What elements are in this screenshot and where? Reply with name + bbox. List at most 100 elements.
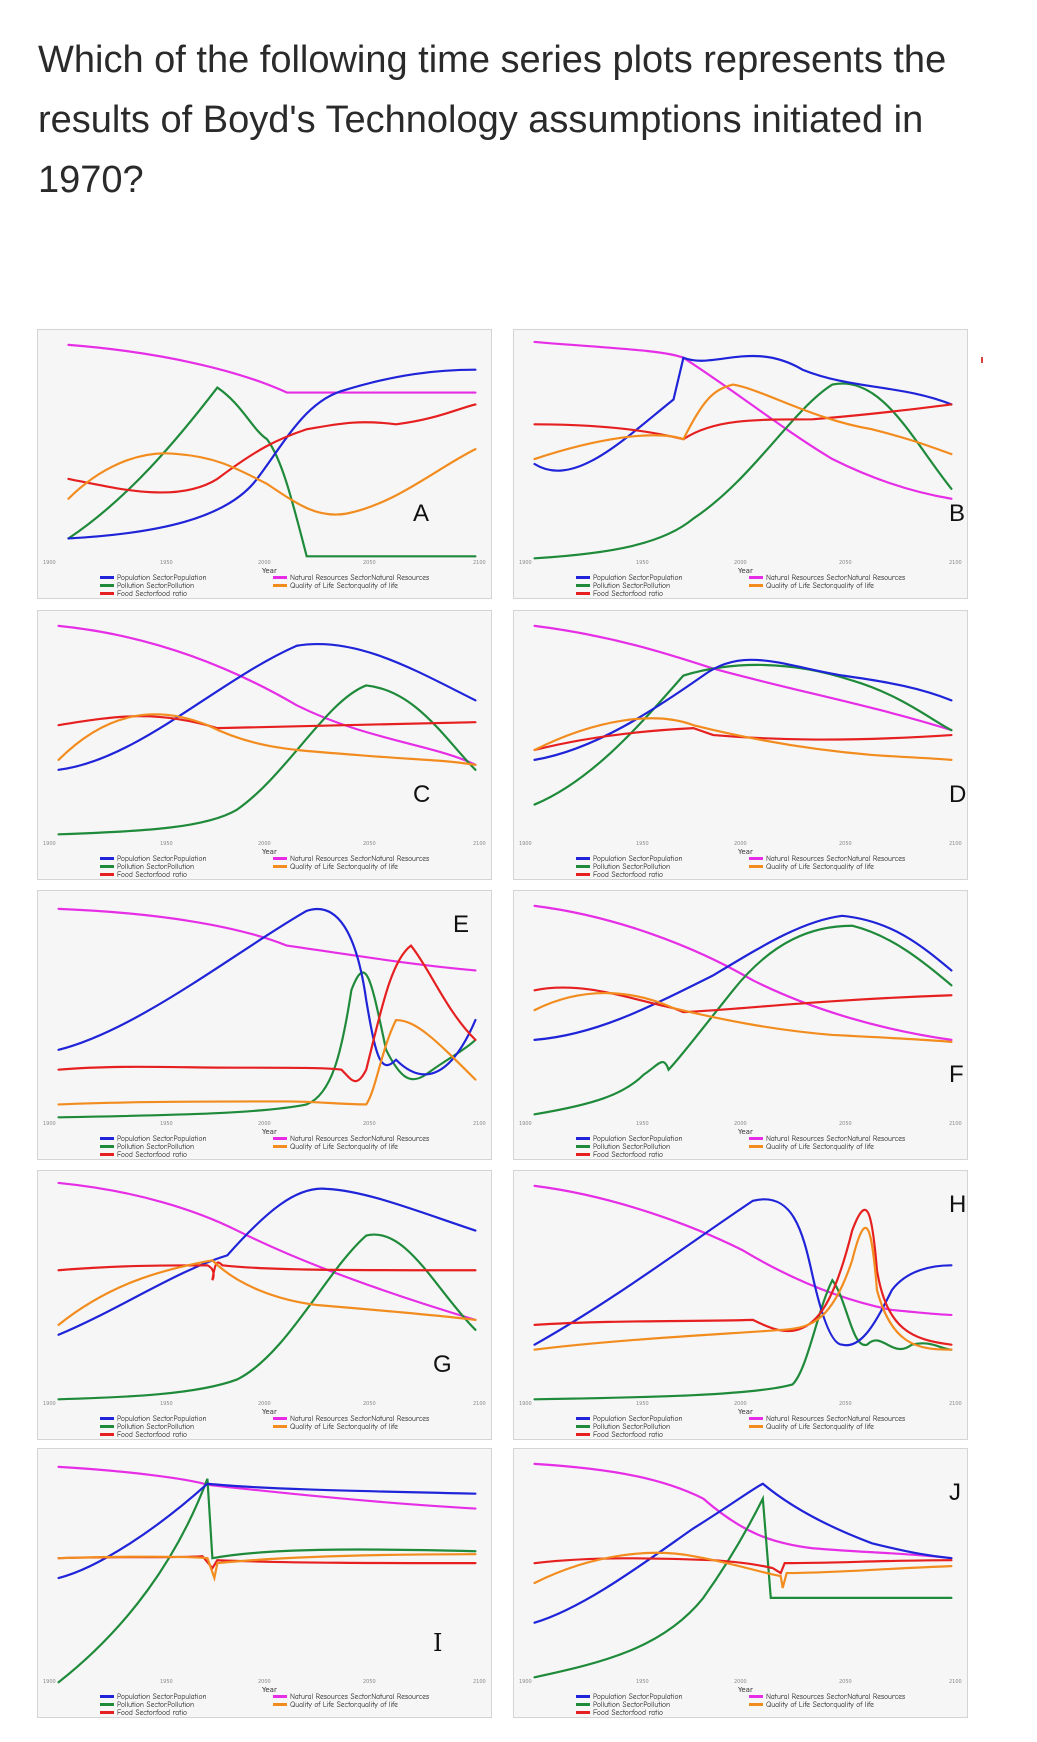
legend-label: Pollution Sector.Pollution [117, 861, 195, 871]
legend-label: Quality of Life Sector.quality of life [766, 1141, 874, 1151]
food-series-line [57, 1555, 477, 1570]
legend-label: Food Sector.food ratio [117, 588, 187, 598]
legend-item: Population Sector.Population [576, 573, 683, 582]
panel-letter-f: F [949, 1061, 964, 1088]
plot-panel-e[interactable]: 1900 1950 2000 2050 2100 Year Population Secto… [37, 890, 492, 1160]
legend-item: Pollution Sector.Pollution [576, 1699, 683, 1709]
red-marker [981, 357, 983, 363]
natural-resources-series-line [67, 343, 477, 394]
legend-item: Pollution Sector.Pollution [100, 861, 207, 871]
plot-panel-g[interactable]: 1900 1950 2000 2050 2100 Year Population Secto… [37, 1170, 492, 1440]
x-tick-label: 1950 [636, 1121, 649, 1127]
x-tick-label: 1950 [160, 1679, 173, 1685]
legend-item: Food Sector.food ratio [576, 1429, 683, 1439]
legend-item: Pollution Sector.Pollution [100, 1142, 207, 1151]
legend-swatch [100, 575, 114, 579]
time-series-plot [533, 1462, 953, 1679]
legend-swatch [273, 583, 287, 587]
pollution-series-line [57, 1233, 477, 1401]
legend-label: Food Sector.food ratio [593, 869, 663, 879]
legend-swatch [100, 591, 114, 595]
plot-panel-i[interactable]: 1900 1950 2000 2050 2100 Year Population Secto… [37, 1448, 492, 1718]
legend-swatch [576, 1144, 590, 1148]
legend-swatch [100, 1152, 114, 1156]
legend-swatch [100, 872, 114, 876]
natural-resources-series-line [533, 1184, 953, 1317]
x-tick-label: 2050 [363, 841, 376, 847]
pollution-series-line [533, 1278, 953, 1401]
x-tick-label: 1950 [636, 841, 649, 847]
pollution-series-line [67, 386, 477, 558]
x-tick-label: 1950 [636, 1401, 649, 1407]
plot-panel-a[interactable]: 1900 1950 2000 2050 2100 Year Population Secto… [37, 329, 492, 599]
x-tick-label: 2100 [949, 1679, 962, 1685]
population-series-line [533, 914, 953, 1041]
x-tick-label: 1900 [43, 1121, 56, 1127]
legend-label: Quality of Life Sector.quality of life [290, 861, 398, 871]
legend-label: Food Sector.food ratio [117, 1429, 187, 1439]
legend-label: Population Sector.Population [117, 853, 207, 863]
time-series-plot [57, 624, 477, 836]
legend-item: Pollution Sector.Pollution [576, 1421, 683, 1431]
legend-item: Natural Resources Sector.Natural Resourc… [273, 1413, 430, 1423]
legend-item: Pollution Sector.Pollution [100, 581, 207, 590]
legend-label: Pollution Sector.Pollution [593, 1421, 671, 1431]
panel-letter-b: B [949, 500, 966, 527]
legend-swatch [576, 1136, 590, 1140]
x-tick-label: 2000 [258, 1679, 271, 1685]
plot-panel-h[interactable]: 1900 1950 2000 2050 2100 Year Population Secto… [513, 1170, 968, 1440]
legend-label: Quality of Life Sector.quality of life [766, 1699, 874, 1709]
legend-left: Population Sector.Population Pollution Se… [100, 853, 207, 879]
plot-panel-d[interactable]: 1900 1950 2000 2050 2100 Year Population Secto… [513, 610, 968, 880]
x-tick-label: 2000 [258, 841, 271, 847]
legend-label: Population Sector.Population [117, 1413, 207, 1423]
plot-panel-j[interactable]: 1900 1950 2000 2050 2100 Year Population Secto… [513, 1448, 968, 1718]
legend-label: Pollution Sector.Pollution [593, 1699, 671, 1709]
x-axis-title: Year [262, 848, 277, 856]
legend-label: Food Sector.food ratio [593, 1429, 663, 1439]
legend-swatch [100, 856, 114, 860]
legend-label: Natural Resources Sector.Natural Resourc… [290, 1691, 430, 1701]
pollution-series-line [533, 382, 953, 560]
legend-swatch [273, 575, 287, 579]
x-tick-label: 2100 [473, 1121, 486, 1127]
plot-panel-c[interactable]: 1900 1950 2000 2050 2100 Year Population Secto… [37, 610, 492, 880]
food-series-line [533, 1557, 953, 1575]
time-series-plot [533, 340, 953, 560]
legend-left: Population Sector.Population Pollution Se… [576, 573, 683, 598]
legend-label: Quality of Life Sector.quality of life [290, 580, 398, 590]
x-tick-label: 2000 [258, 560, 271, 566]
legend-swatch [273, 1702, 287, 1706]
quality-of-life-series-line [57, 713, 477, 766]
legend-swatch [576, 856, 590, 860]
legend-label: Pollution Sector.Pollution [593, 861, 671, 871]
time-series-plot [57, 1181, 477, 1401]
pollution-series-line [533, 1494, 953, 1679]
legend-label: Natural Resources Sector.Natural Resourc… [290, 1413, 430, 1423]
legend-label: Food Sector.food ratio [593, 1149, 663, 1159]
population-series-line [533, 354, 953, 472]
plot-panel-f[interactable]: 1900 1950 2000 2050 2100 Year Population Secto… [513, 890, 968, 1160]
legend-swatch [273, 1136, 287, 1140]
x-tick-label: 2100 [473, 841, 486, 847]
legend-label: Population Sector.Population [593, 853, 683, 863]
x-tick-label: 1950 [636, 1679, 649, 1685]
legend-item: Pollution Sector.Pollution [100, 1422, 207, 1431]
x-tick-label: 2100 [949, 1401, 962, 1407]
legend-label: Food Sector.food ratio [593, 1707, 663, 1717]
food-series-line [57, 715, 477, 730]
x-axis-title: Year [262, 1408, 277, 1416]
legend-swatch [273, 856, 287, 860]
x-tick-label: 1900 [519, 1679, 532, 1685]
population-series-line [57, 908, 477, 1076]
food-series-line [533, 986, 953, 1014]
legend-label: Food Sector.food ratio [117, 869, 187, 879]
natural-resources-series-line [57, 907, 477, 972]
legend-right: Natural Resources Sector.Natural Resourc… [749, 1134, 905, 1151]
food-series-line [57, 1261, 477, 1281]
legend-item: Quality of Life Sector.quality of life [749, 1422, 905, 1431]
x-axis-title: Year [262, 1128, 277, 1136]
legend-swatch [576, 575, 590, 579]
legend-label: Natural Resources Sector.Natural Resourc… [766, 1413, 906, 1423]
plot-panel-b[interactable]: 1900 1950 2000 2050 2100 Year Population Secto… [513, 329, 968, 599]
